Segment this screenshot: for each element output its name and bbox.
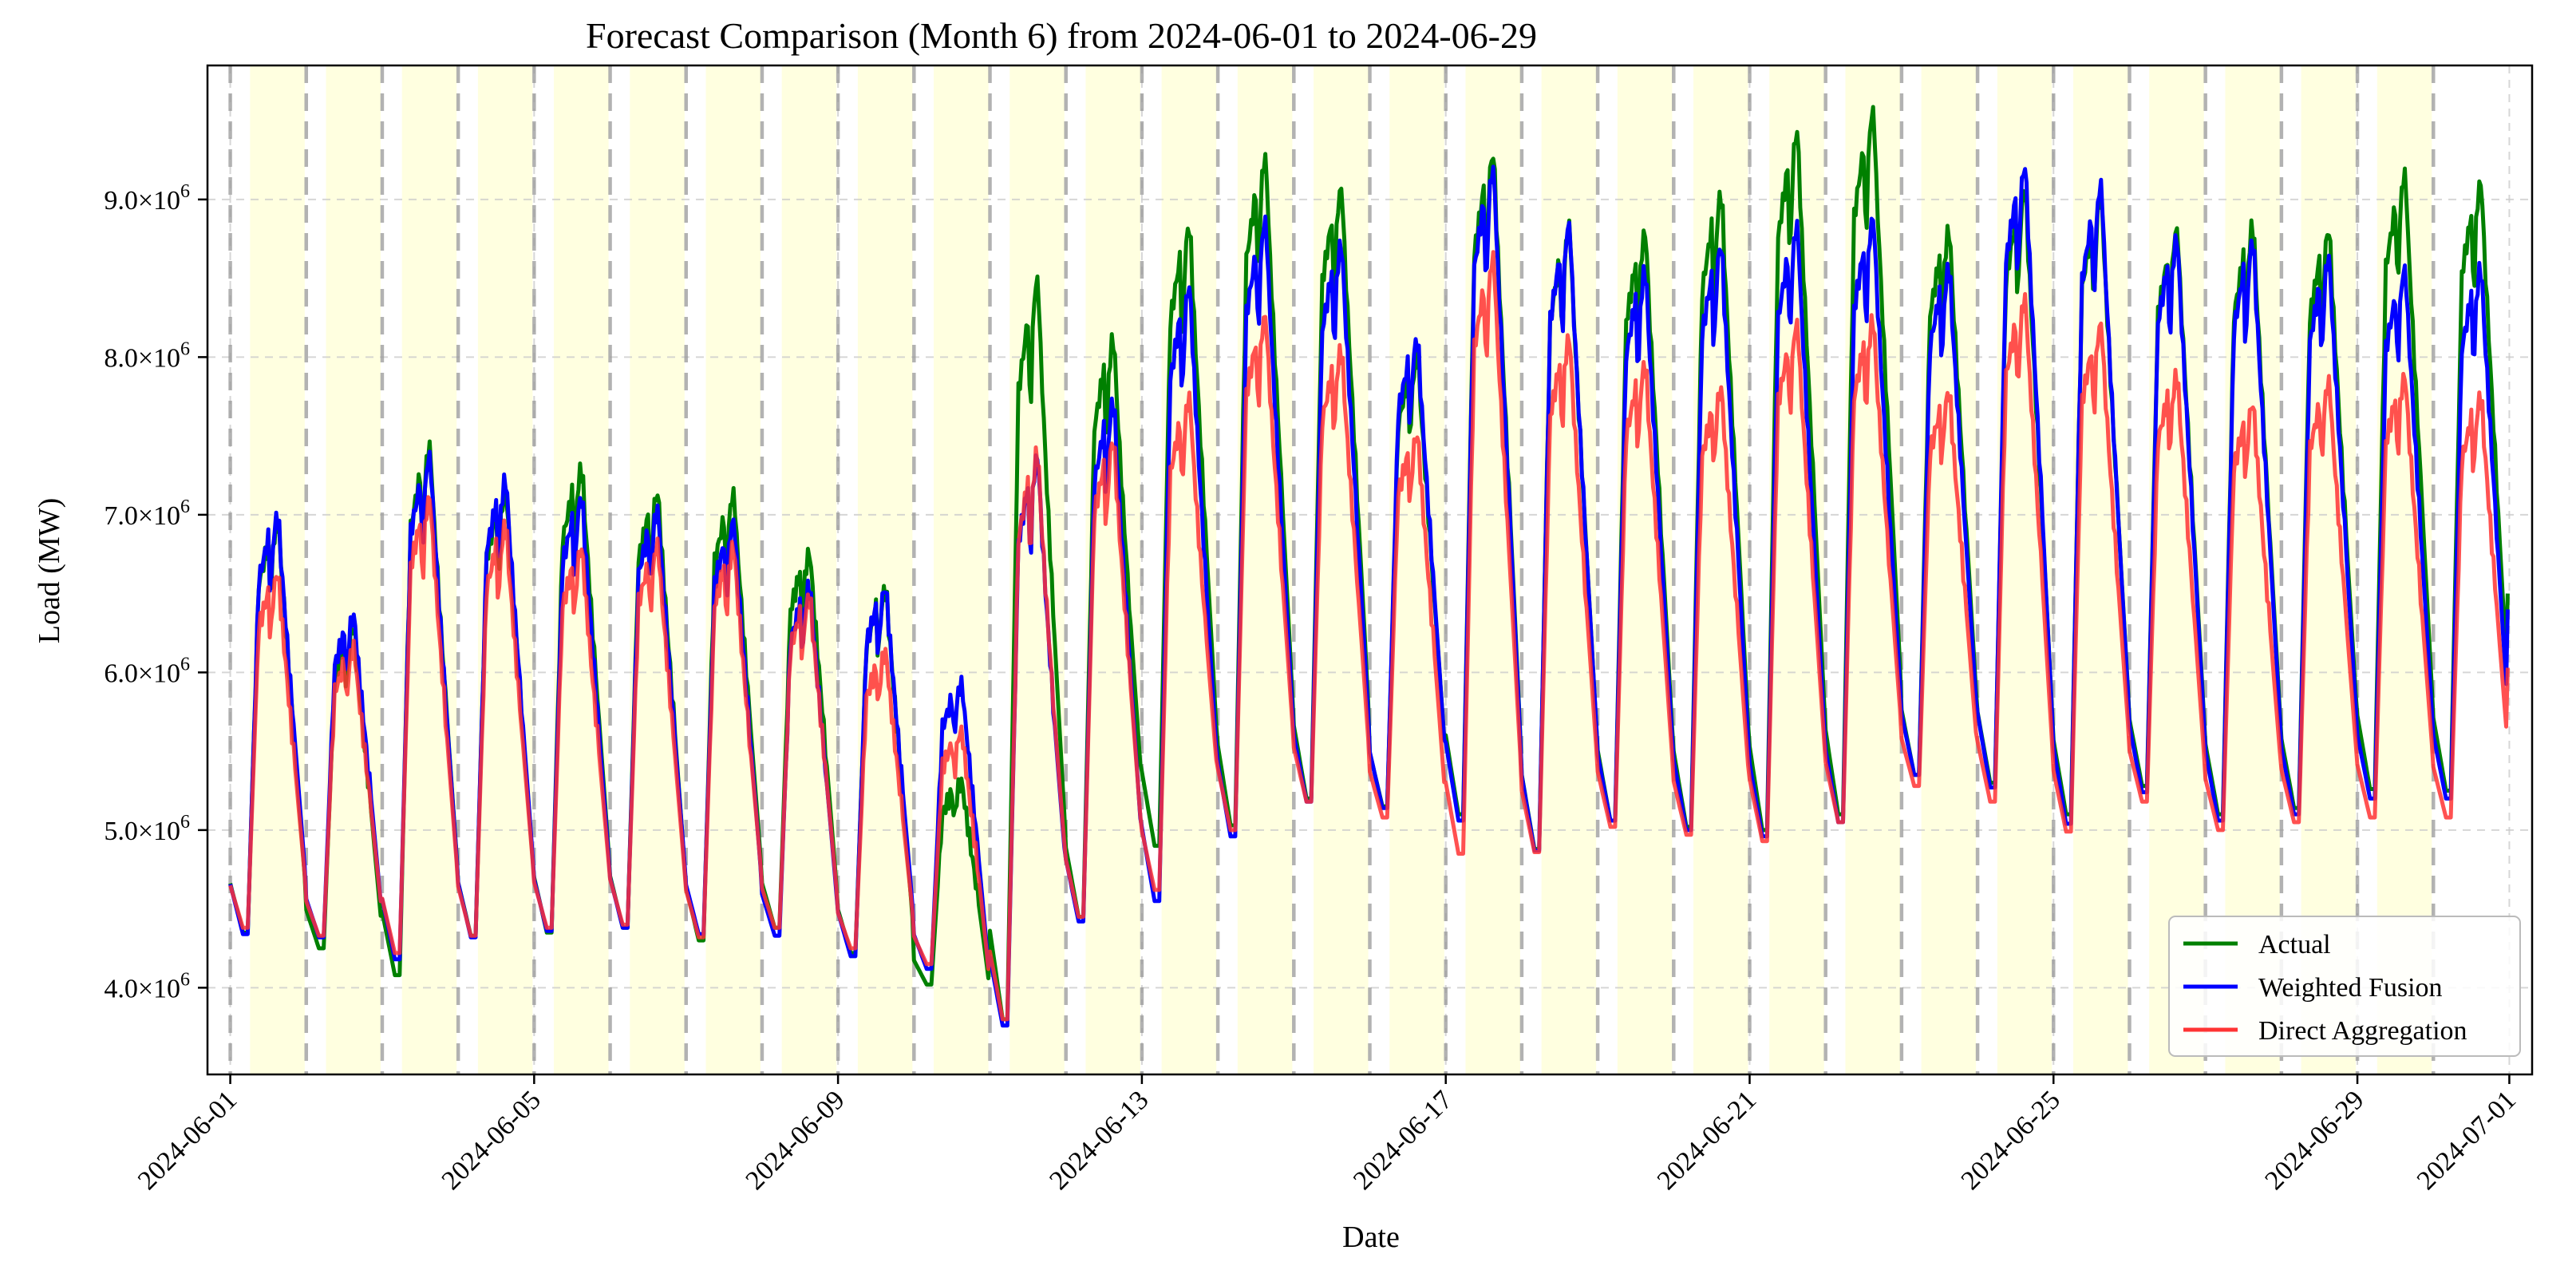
highlight-band (1389, 65, 1444, 1074)
x-tick-label: 2024-06-01 (132, 1085, 243, 1195)
x-tick-label: 2024-06-09 (740, 1085, 850, 1195)
x-tick-label: 2024-06-17 (1348, 1085, 1458, 1195)
y-axis-label: Load (MW) (33, 498, 66, 644)
x-tick-label: 2024-06-13 (1044, 1085, 1154, 1195)
legend-label: Actual (2258, 930, 2331, 959)
plot-frame (206, 64, 2534, 1076)
x-tick-label: 2024-07-01 (2412, 1085, 2522, 1195)
legend-box (2168, 916, 2521, 1057)
x-tick-label: 2024-06-29 (2259, 1085, 2369, 1195)
highlight-band (2073, 65, 2128, 1074)
y-axis-ticks: 4.0×106 5.0×106 6.0×106 7.0×106 8.0×106 9.0×1… (104, 181, 207, 1003)
x-tick-label: 2024-06-25 (1956, 1085, 2066, 1195)
y-tick-label: 4.0×106 (104, 969, 190, 1003)
series-line-direct-aggregation (228, 250, 2510, 1022)
x-axis-ticks: 2024-06-01 2024-06-05 2024-06-09 2024-06-13… (132, 1074, 2522, 1196)
highlight-band (857, 65, 913, 1074)
highlight-band (781, 65, 837, 1074)
y-tick-label: 9.0×106 (104, 181, 190, 216)
chart-title: Forecast Comparison (Month 6) from 2024-… (586, 15, 1537, 56)
legend-label: Direct Aggregation (2258, 1016, 2467, 1046)
x-tick-label: 2024-06-21 (1652, 1085, 1762, 1195)
y-tick-label: 5.0×106 (104, 812, 190, 846)
series-lines (228, 105, 2510, 1028)
highlight-band (1085, 65, 1141, 1074)
legend-label: Weighted Fusion (2258, 973, 2443, 1003)
y-tick-label: 6.0×106 (104, 654, 190, 688)
highlight-band (326, 65, 381, 1074)
y-tick-label: 7.0×106 (104, 497, 190, 531)
y-tick-label: 8.0×106 (104, 338, 190, 373)
x-tick-label: 2024-06-05 (437, 1085, 547, 1195)
x-axis-label: Date (1342, 1221, 1400, 1254)
legend: Actual Weighted Fusion Direct Aggregation (2168, 916, 2521, 1057)
